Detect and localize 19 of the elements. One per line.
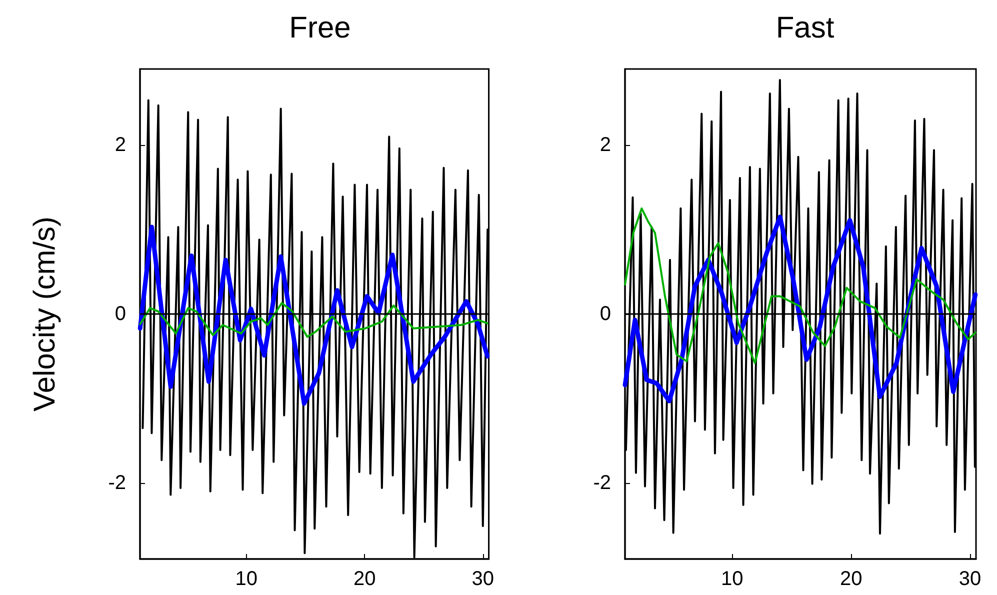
y-tick-label: 0	[114, 303, 126, 325]
x-tick-label: 10	[720, 568, 744, 590]
y-tick-label: 0	[600, 303, 611, 325]
chart-title: Fast	[776, 12, 835, 44]
x-tick-label: 20	[354, 568, 376, 590]
x-tick-label: 10	[235, 568, 258, 590]
y-axis-title: Velocity (cm/s)	[28, 216, 62, 412]
y-tick-label: 2	[114, 134, 126, 156]
x-tick-label: 30	[472, 568, 494, 590]
y-tick-label: 2	[600, 134, 611, 156]
y-tick-label: -2	[108, 472, 126, 494]
line-series	[139, 302, 488, 338]
chart-title: Free	[289, 12, 351, 44]
line-series	[622, 214, 978, 404]
y-tick-label: -2	[593, 472, 611, 494]
line-series	[624, 207, 976, 364]
line-series	[138, 224, 490, 406]
x-tick-label: 20	[840, 568, 862, 590]
x-tick-label: 30	[958, 568, 982, 590]
